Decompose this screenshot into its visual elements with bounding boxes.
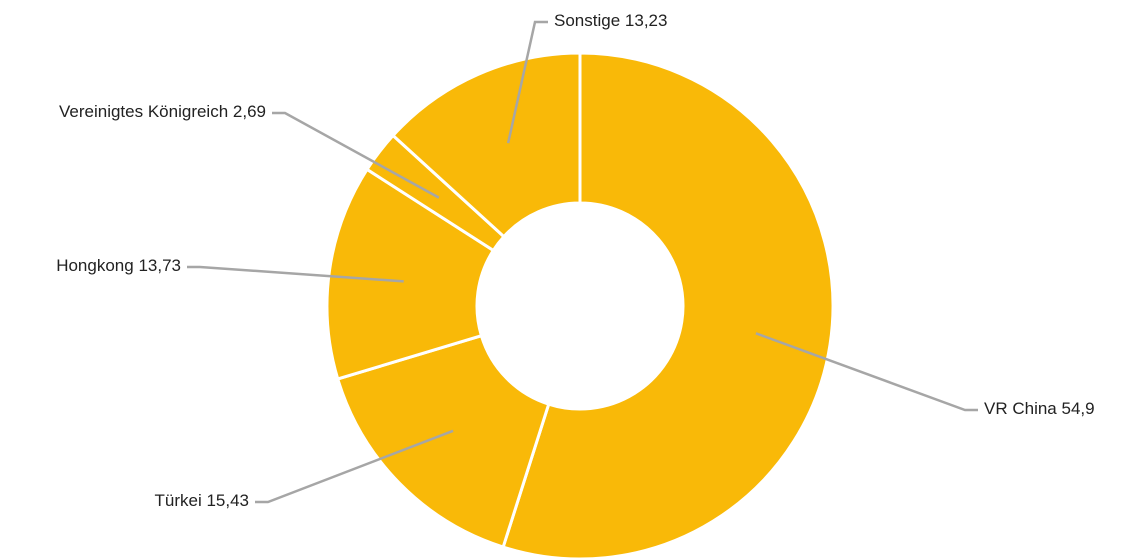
slice-name: VR China <box>984 399 1057 418</box>
slice-name: Hongkong <box>56 256 134 275</box>
slice-value: 15,43 <box>206 491 249 510</box>
slice-value: 54,9 <box>1062 399 1095 418</box>
leader-line <box>187 265 404 283</box>
donut-slice <box>501 51 835 558</box>
slice-value: 2,69 <box>233 102 266 121</box>
donut-slice <box>390 51 582 239</box>
leader-line <box>272 111 440 199</box>
slice-label: Vereinigtes Königreich 2,69 <box>59 102 266 121</box>
donut-slice <box>335 333 551 549</box>
slice-value: 13,73 <box>138 256 181 275</box>
slice-label: VR China 54,9 <box>984 399 1095 418</box>
slice-name: Türkei <box>154 491 201 510</box>
leader-line <box>755 332 978 412</box>
slice-name: Sonstige <box>554 11 620 30</box>
slice-value: 13,23 <box>625 11 668 30</box>
slice-label: Sonstige 13,23 <box>554 11 667 30</box>
slice-name: Vereinigtes Königreich <box>59 102 228 121</box>
leader-line <box>506 20 548 144</box>
leader-line <box>255 429 454 504</box>
slice-label: Hongkong 13,73 <box>56 256 181 275</box>
donut-slice <box>325 167 496 381</box>
slice-label: Türkei 15,43 <box>154 491 249 510</box>
